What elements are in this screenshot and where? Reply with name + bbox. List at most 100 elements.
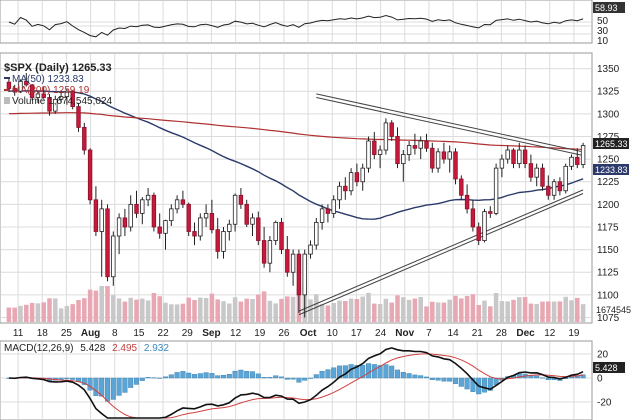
candle-down <box>47 97 52 112</box>
macd-histogram-bar <box>487 377 493 391</box>
candle-down <box>215 229 220 252</box>
macd-tick-label: -20 <box>597 398 612 409</box>
rsi-tick-label: 50 <box>597 16 609 27</box>
candle-up <box>116 217 122 237</box>
candle-up <box>563 165 568 192</box>
macd-histogram-bar <box>203 372 209 379</box>
candle-up <box>273 222 278 241</box>
volume-bar <box>424 306 429 322</box>
volume-bar <box>122 301 128 322</box>
ma200-legend: MA(200) 1259.19 <box>12 85 90 96</box>
price-tick-label: 1325 <box>597 87 620 98</box>
candle-up <box>505 149 510 160</box>
candle-up <box>569 156 574 167</box>
macd-histogram-bar <box>220 375 227 379</box>
macd-histogram-bar <box>307 377 314 379</box>
candle-up <box>580 145 586 165</box>
candle-up <box>64 90 70 98</box>
candle-down <box>93 199 99 232</box>
lower-trendline <box>298 193 584 316</box>
volume-bar <box>476 305 481 322</box>
candle-up <box>319 208 325 223</box>
volume-bar <box>569 300 574 322</box>
volume-swatch <box>4 97 10 104</box>
macd-histogram-bar <box>574 376 580 379</box>
volume-bar <box>383 298 389 322</box>
axis-labels: 1350132513001275125012251200117511501125… <box>13 64 620 339</box>
volume-bar <box>116 298 122 322</box>
trendlines <box>298 93 584 316</box>
macd-histogram-bar <box>539 377 546 379</box>
macd-histogram-bar <box>157 377 163 379</box>
macd-signal-line <box>8 353 584 419</box>
macd-histogram-bar <box>319 370 325 379</box>
candle-down <box>389 122 394 137</box>
candle-down <box>511 149 516 165</box>
volume-bar <box>82 298 87 322</box>
macd-histogram-bar <box>447 377 453 382</box>
candle-down <box>372 140 377 155</box>
candle-up <box>99 208 104 232</box>
macd-histogram-bar <box>383 364 389 379</box>
macd-histogram-bar <box>296 377 302 383</box>
macd-histogram-bar <box>116 377 122 396</box>
volume-bar <box>93 290 99 322</box>
candle-up <box>406 145 412 155</box>
price-tick-label: 1075 <box>597 313 620 324</box>
volume-bar <box>534 304 539 322</box>
macd-histogram-bar <box>302 377 308 381</box>
volume-bar <box>447 299 452 322</box>
volume-bar <box>180 303 186 322</box>
candle-down <box>459 178 464 196</box>
candle-up <box>203 212 209 219</box>
candle-down <box>528 163 534 178</box>
candle-down <box>209 212 215 231</box>
date-tick-label: 17 <box>351 328 363 339</box>
candle-up <box>58 96 64 100</box>
volume-bars <box>6 286 586 322</box>
macd-histogram-bar <box>93 377 99 397</box>
candle-up <box>314 222 319 246</box>
price-tick-label: 1275 <box>597 132 620 143</box>
macd-histogram-bar <box>64 377 70 380</box>
volume-bar <box>169 304 174 322</box>
macd-histogram-bar <box>371 364 377 379</box>
candle-up <box>250 217 255 225</box>
macd-histogram-bar <box>226 374 232 379</box>
volume-legend: Volume 1,674,545,024 <box>12 96 113 107</box>
volume-bar <box>493 293 499 322</box>
volume-bar <box>575 297 580 322</box>
macd-histogram-bar <box>354 364 360 379</box>
candle-up <box>348 172 354 192</box>
candle-up <box>174 199 180 210</box>
volume-bar <box>163 302 168 322</box>
volume-bar <box>134 299 139 322</box>
date-tick-label: 7 <box>426 328 432 339</box>
date-tick-label: 19 <box>568 328 580 339</box>
volume-bar <box>87 289 93 322</box>
candle-down <box>87 149 93 201</box>
volume-bar <box>389 302 394 322</box>
date-tick-label: 22 <box>158 328 170 339</box>
macd-label: MACD(12,26,9) <box>4 343 73 354</box>
candle-down <box>296 253 302 296</box>
ma50-value: 1233.83 <box>595 165 628 175</box>
volume-bar <box>261 291 267 322</box>
macd-histogram-bar <box>249 371 256 379</box>
macd-tick-label: 0 <box>597 374 603 385</box>
volume-bar <box>128 297 133 322</box>
candle-up <box>267 240 273 264</box>
macd-histogram-bar <box>255 373 261 379</box>
volume-bar <box>540 301 545 322</box>
macd-histogram-bar <box>81 377 87 385</box>
candle-down <box>24 80 29 86</box>
macd-histogram-bar <box>412 374 418 379</box>
macd-histogram-bar <box>441 377 447 382</box>
macd-histogram-bar <box>377 365 383 379</box>
volume-bar <box>453 295 458 322</box>
price-tick-label: 1200 <box>597 200 620 211</box>
candle-up <box>35 93 41 98</box>
candle-up <box>493 167 499 214</box>
